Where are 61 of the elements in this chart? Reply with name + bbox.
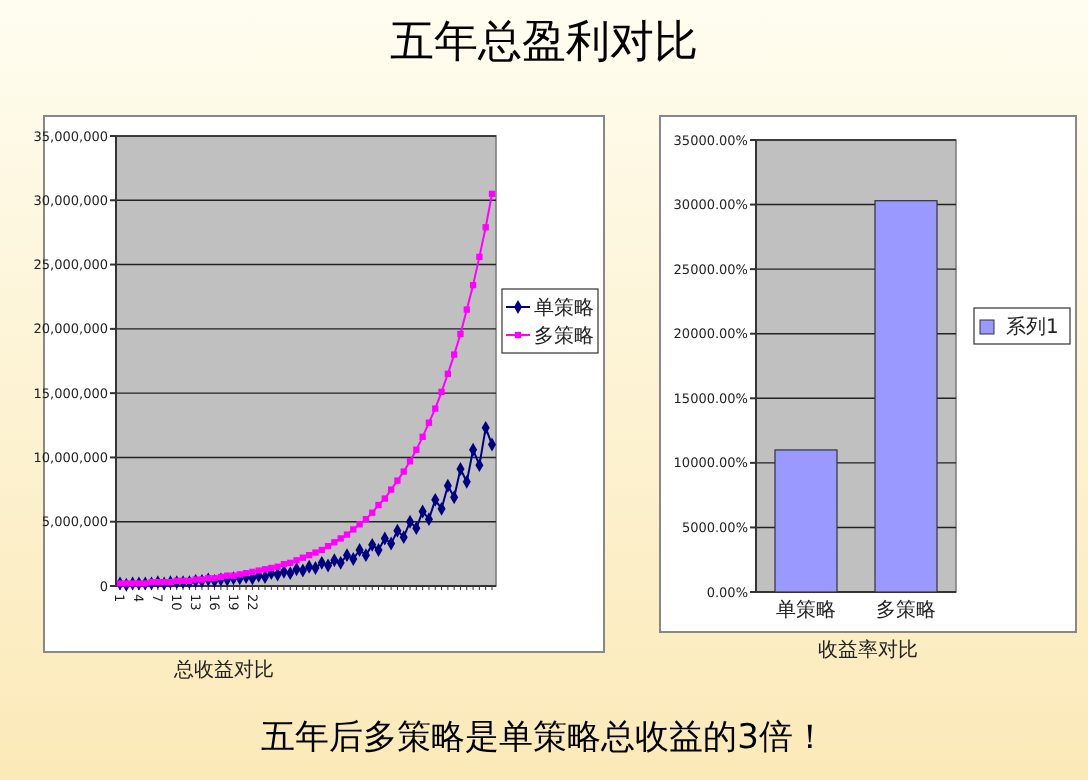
point <box>287 559 294 567</box>
text: 五年后多策略是单策略总收益的3倍！ <box>261 718 827 758</box>
point <box>261 566 269 573</box>
point <box>425 419 433 426</box>
point <box>469 281 477 289</box>
x-axis-title: 收益率对比 <box>818 638 918 662</box>
point <box>350 526 357 533</box>
point <box>280 560 288 568</box>
point <box>255 567 262 574</box>
point <box>387 486 395 493</box>
point <box>186 577 193 585</box>
point <box>331 539 338 546</box>
x-axis-title: 总收益对比 <box>172 658 274 682</box>
point <box>432 405 439 412</box>
point <box>305 551 313 559</box>
x-tick-label: 单策略 <box>776 598 836 622</box>
legend-label: 多策略 <box>534 324 594 348</box>
point <box>224 572 231 579</box>
x-tick-label: 多策略 <box>876 598 936 622</box>
chart-title: 五年总盈利对比 <box>390 18 698 68</box>
point <box>274 563 281 570</box>
point <box>381 495 388 502</box>
point <box>192 576 199 583</box>
point <box>451 351 458 358</box>
point <box>318 546 325 554</box>
point <box>343 531 351 538</box>
point <box>268 564 275 572</box>
point <box>476 253 483 261</box>
point <box>299 554 307 561</box>
point <box>173 577 180 585</box>
point <box>463 306 470 313</box>
point <box>312 549 319 556</box>
legend-label: 系列1 <box>1006 315 1059 339</box>
point <box>160 578 168 586</box>
point <box>205 575 212 582</box>
point <box>324 542 332 550</box>
point <box>362 515 370 523</box>
point <box>400 468 407 475</box>
point <box>356 521 363 528</box>
point <box>457 330 464 338</box>
point <box>211 575 218 582</box>
point <box>179 577 187 585</box>
point <box>230 572 237 579</box>
point <box>419 433 426 441</box>
point <box>337 535 344 542</box>
point <box>482 224 489 231</box>
point <box>293 557 300 564</box>
point <box>444 370 452 378</box>
point <box>198 576 206 583</box>
point <box>217 573 225 581</box>
point <box>406 458 414 465</box>
point <box>242 569 250 577</box>
point <box>488 190 496 198</box>
point <box>394 477 401 484</box>
point <box>375 501 382 509</box>
point <box>369 509 376 516</box>
point <box>148 578 155 586</box>
point <box>249 568 256 576</box>
point <box>413 446 420 453</box>
legend-label: 单策略 <box>534 296 594 320</box>
point <box>438 388 445 396</box>
